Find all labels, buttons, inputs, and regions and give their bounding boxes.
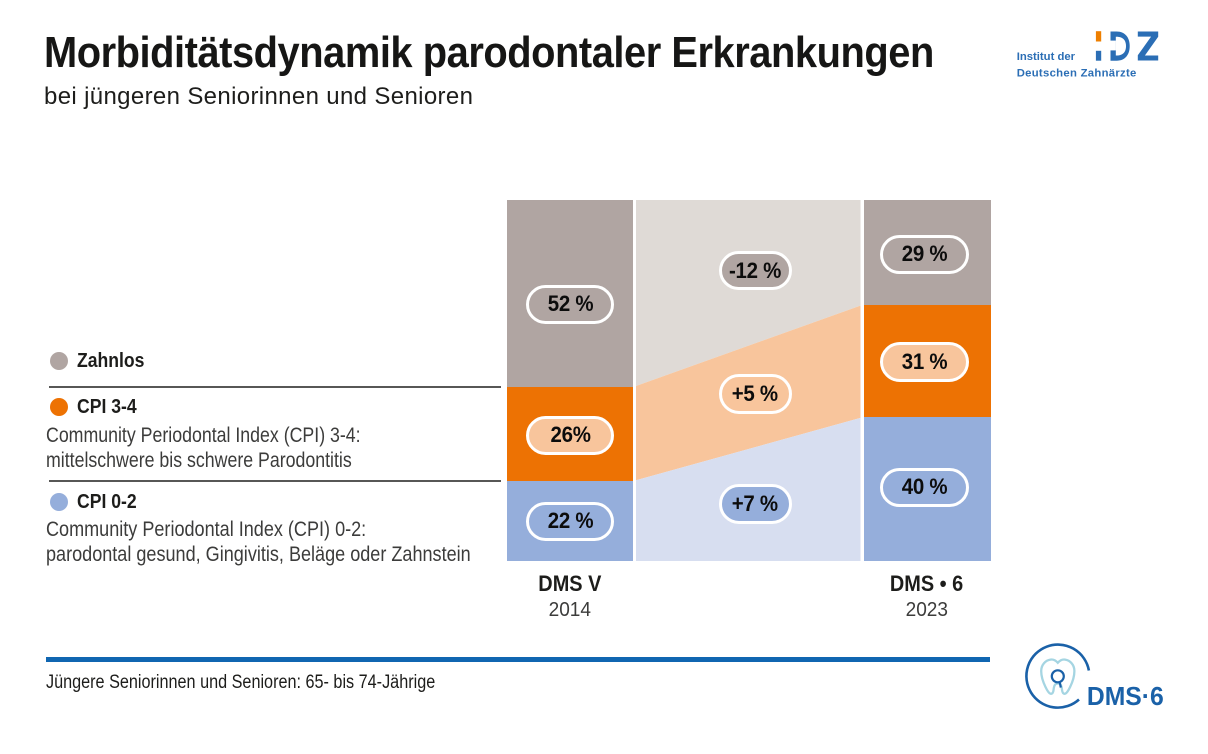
svg-text:Institut der: Institut der: [1017, 51, 1076, 63]
svg-text:Deutschen Zahnärzte: Deutschen Zahnärzte: [1017, 68, 1137, 80]
svg-text:DMS·6: DMS·6: [1087, 682, 1164, 711]
